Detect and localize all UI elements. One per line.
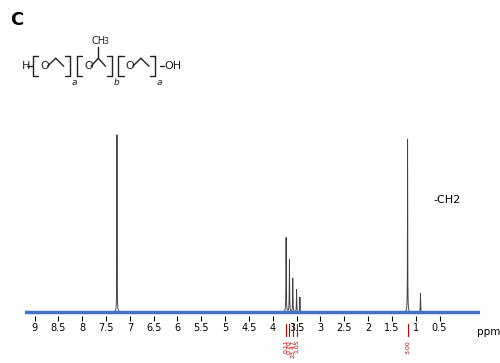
Text: C: C bbox=[10, 11, 23, 29]
Text: 0.11: 0.11 bbox=[284, 340, 288, 354]
Text: 0.20: 0.20 bbox=[287, 340, 292, 354]
Text: 3.00: 3.00 bbox=[405, 340, 410, 354]
Text: b: b bbox=[114, 78, 119, 87]
Text: -CH2: -CH2 bbox=[434, 195, 461, 205]
Text: OH: OH bbox=[164, 61, 182, 71]
Text: CH: CH bbox=[91, 36, 106, 46]
Text: O: O bbox=[126, 61, 134, 71]
Text: ppm: ppm bbox=[476, 327, 500, 337]
Text: H: H bbox=[22, 61, 30, 71]
Text: a: a bbox=[157, 78, 162, 87]
Text: a: a bbox=[72, 78, 77, 87]
Text: O: O bbox=[84, 61, 93, 71]
Text: 1.05: 1.05 bbox=[294, 340, 299, 354]
Text: 3: 3 bbox=[103, 37, 108, 46]
Text: O: O bbox=[40, 61, 50, 71]
Text: 23.47: 23.47 bbox=[290, 340, 296, 358]
